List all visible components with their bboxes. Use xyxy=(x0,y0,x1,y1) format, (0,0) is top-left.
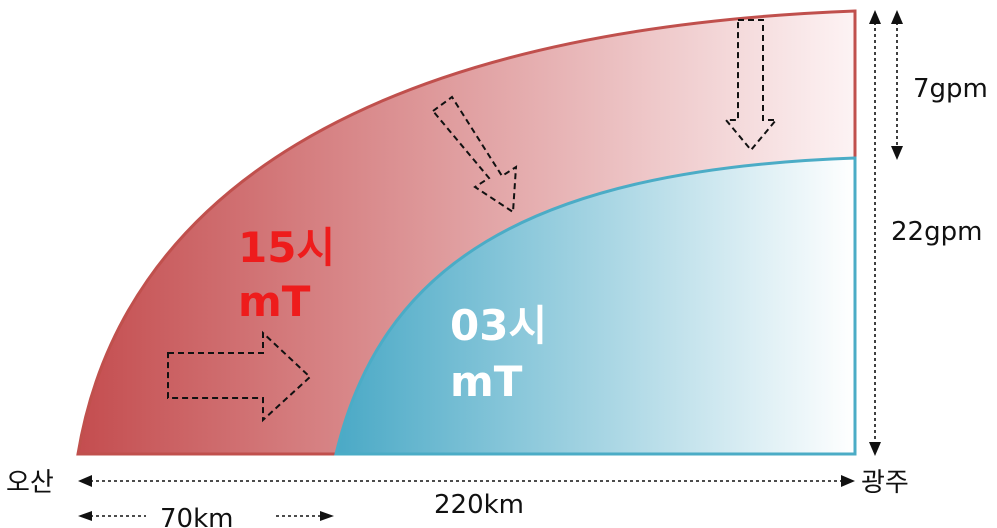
lower-air-mass-layer xyxy=(334,156,857,456)
right-location-label: 광주 xyxy=(861,468,909,498)
downward-flow-arrow-icon xyxy=(723,19,779,152)
total-distance-label: 220km xyxy=(434,490,524,520)
partial-distance-dimension-icon xyxy=(78,511,334,521)
lower-layer-time-label: 03시 xyxy=(450,301,547,350)
horizontal-flow-arrow-icon xyxy=(167,330,312,423)
left-location-label: 오산 xyxy=(6,468,54,498)
lower-layer-height-label: 22gpm xyxy=(891,217,982,247)
upper-layer-mass-label: mT xyxy=(238,277,311,326)
partial-distance-label: 70km xyxy=(160,504,233,528)
total-height-dimension-icon xyxy=(869,10,881,456)
total-distance-dimension-icon xyxy=(78,475,855,487)
upper-gap-dimension-icon xyxy=(891,10,903,160)
upper-gap-height-label: 7gpm xyxy=(913,74,988,104)
lower-layer-mass-label: mT xyxy=(450,357,523,406)
upper-layer-time-label: 15시 xyxy=(238,223,335,272)
